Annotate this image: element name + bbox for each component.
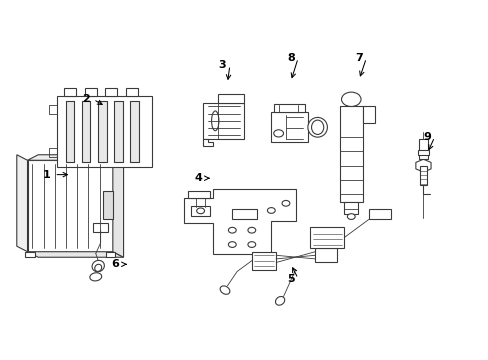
FancyBboxPatch shape <box>93 223 108 232</box>
Circle shape <box>273 130 283 137</box>
FancyBboxPatch shape <box>419 166 426 185</box>
Circle shape <box>228 242 236 247</box>
Polygon shape <box>27 160 113 252</box>
Polygon shape <box>17 155 27 252</box>
FancyBboxPatch shape <box>103 191 113 220</box>
FancyBboxPatch shape <box>105 88 117 96</box>
Text: 9: 9 <box>423 132 430 142</box>
FancyBboxPatch shape <box>417 149 428 155</box>
FancyBboxPatch shape <box>190 206 210 216</box>
Ellipse shape <box>341 92 360 107</box>
Ellipse shape <box>95 264 102 271</box>
Text: 7: 7 <box>354 53 362 63</box>
Polygon shape <box>113 155 123 257</box>
Polygon shape <box>310 226 344 248</box>
Polygon shape <box>271 112 307 142</box>
Text: 5: 5 <box>286 274 294 284</box>
Ellipse shape <box>211 111 219 131</box>
Text: 6: 6 <box>111 259 119 269</box>
FancyBboxPatch shape <box>130 101 139 162</box>
FancyBboxPatch shape <box>418 139 427 159</box>
Circle shape <box>196 208 204 214</box>
FancyBboxPatch shape <box>125 88 138 96</box>
Polygon shape <box>203 103 244 139</box>
Circle shape <box>247 242 255 247</box>
Ellipse shape <box>220 286 229 294</box>
Text: 8: 8 <box>286 53 294 63</box>
Ellipse shape <box>92 260 104 272</box>
FancyBboxPatch shape <box>232 209 256 220</box>
Polygon shape <box>315 248 336 262</box>
FancyBboxPatch shape <box>81 101 90 162</box>
FancyBboxPatch shape <box>84 88 97 96</box>
FancyBboxPatch shape <box>217 94 244 103</box>
Ellipse shape <box>307 117 327 137</box>
FancyBboxPatch shape <box>273 104 305 112</box>
Circle shape <box>228 227 236 233</box>
Polygon shape <box>188 191 210 198</box>
Polygon shape <box>57 96 152 167</box>
Circle shape <box>247 227 255 233</box>
Polygon shape <box>339 107 362 202</box>
Polygon shape <box>362 107 374 123</box>
Text: 2: 2 <box>82 94 90 104</box>
Circle shape <box>267 208 275 213</box>
Ellipse shape <box>311 120 323 134</box>
FancyBboxPatch shape <box>105 252 115 257</box>
Ellipse shape <box>275 297 284 305</box>
Polygon shape <box>27 252 123 257</box>
FancyBboxPatch shape <box>344 202 357 214</box>
Polygon shape <box>368 209 390 220</box>
FancyBboxPatch shape <box>25 252 35 257</box>
Polygon shape <box>183 189 295 253</box>
Ellipse shape <box>90 273 102 281</box>
Text: 3: 3 <box>218 60 226 70</box>
Polygon shape <box>203 139 212 146</box>
Text: 4: 4 <box>194 173 202 183</box>
Polygon shape <box>27 155 123 160</box>
Text: 1: 1 <box>43 170 51 180</box>
FancyBboxPatch shape <box>114 101 122 162</box>
FancyBboxPatch shape <box>65 101 74 162</box>
FancyBboxPatch shape <box>64 88 76 96</box>
FancyBboxPatch shape <box>98 101 106 162</box>
Polygon shape <box>415 159 430 172</box>
Circle shape <box>346 214 354 220</box>
Polygon shape <box>251 252 276 270</box>
Circle shape <box>282 201 289 206</box>
